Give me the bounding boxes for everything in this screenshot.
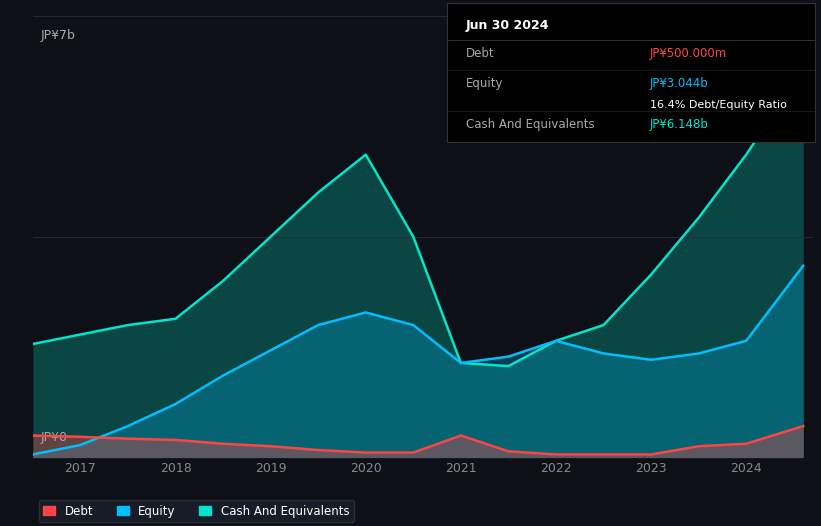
Text: JP¥500.000m: JP¥500.000m — [649, 47, 727, 60]
Text: Jun 30 2024: Jun 30 2024 — [466, 19, 549, 33]
Text: JP¥3.044b: JP¥3.044b — [649, 76, 709, 89]
Text: JP¥6.148b: JP¥6.148b — [649, 118, 709, 132]
Text: Equity: Equity — [466, 76, 503, 89]
Text: Debt: Debt — [466, 47, 494, 60]
Text: 16.4% Debt/Equity Ratio: 16.4% Debt/Equity Ratio — [649, 100, 787, 110]
Text: JP¥0: JP¥0 — [41, 431, 67, 444]
Legend: Debt, Equity, Cash And Equivalents: Debt, Equity, Cash And Equivalents — [39, 500, 354, 522]
Text: JP¥7b: JP¥7b — [41, 29, 76, 42]
Text: Cash And Equivalents: Cash And Equivalents — [466, 118, 594, 132]
